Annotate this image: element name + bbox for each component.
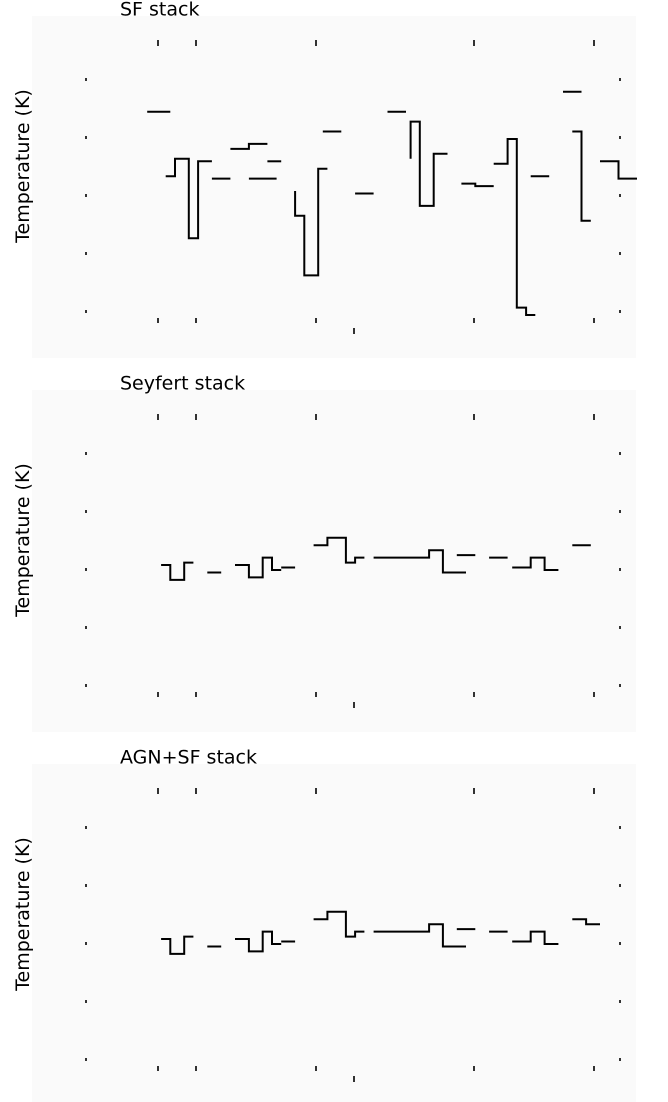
series-line-1 [161, 561, 194, 581]
series-line-9 [512, 930, 559, 945]
plot-area [32, 390, 636, 732]
panel-3: AGN+SF stack Temperature (K) [12, 747, 636, 1102]
series-line-7 [294, 167, 328, 277]
panel-2: Seyfert stack Temperature (K) [12, 373, 636, 732]
series-line-3 [235, 930, 282, 953]
y-axis-label: Temperature (K) [12, 89, 34, 244]
plot-area [32, 16, 636, 358]
series-line-16 [572, 130, 591, 222]
chart-title: Seyfert stack [120, 373, 245, 395]
series-line-5 [313, 536, 365, 564]
series-line-2 [165, 157, 212, 240]
series-line-1 [161, 935, 194, 955]
series-line-4 [230, 142, 268, 150]
series-line-5 [313, 910, 365, 938]
series-line-17 [600, 160, 637, 180]
series-line-6 [373, 923, 466, 948]
series-line-3 [235, 556, 282, 579]
panel-1: SF stack Temperature (K) [12, 0, 637, 358]
chart-title: SF stack [120, 0, 199, 21]
y-axis-label: Temperature (K) [12, 463, 34, 618]
chart-title: AGN+SF stack [120, 747, 257, 769]
series-line-10 [572, 918, 600, 926]
series-line-11 [409, 120, 448, 207]
series-line-9 [512, 556, 559, 571]
plot-area [32, 764, 636, 1102]
series-line-13 [493, 138, 536, 316]
series-line-6 [373, 549, 466, 574]
series-line-12 [461, 182, 494, 188]
y-axis-label: Temperature (K) [12, 837, 34, 992]
